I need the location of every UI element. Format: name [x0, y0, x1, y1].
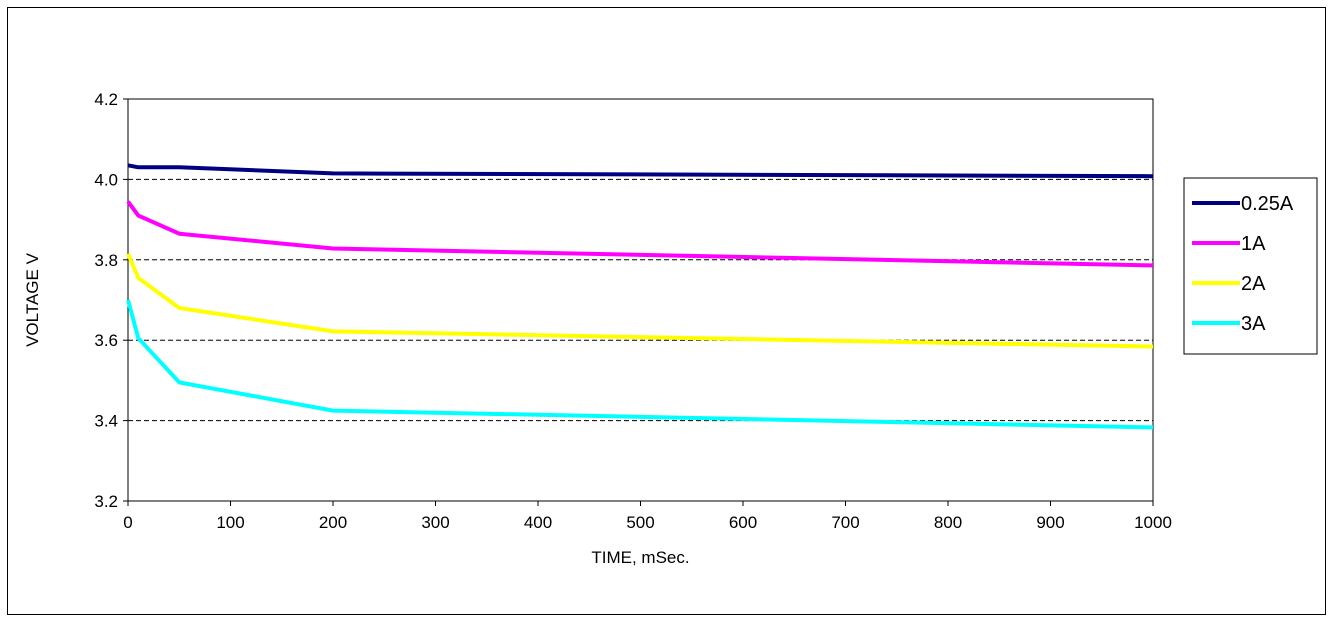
x-tick-label: 300 [421, 513, 449, 532]
chart-frame [7, 7, 1326, 615]
y-tick-label: 3.2 [94, 492, 118, 511]
x-axis-title: TIME, mSec. [591, 548, 689, 567]
y-axis-title: VOLTAGE V [23, 252, 42, 347]
x-tick-label: 400 [524, 513, 552, 532]
x-tick-label: 100 [216, 513, 244, 532]
series-lines [126, 163, 1154, 430]
x-tick-label: 800 [934, 513, 962, 532]
series-line-2A [126, 253, 1154, 349]
x-tick-label: 700 [831, 513, 859, 532]
legend-label: 0.25A [1241, 193, 1294, 215]
legend-label: 2A [1241, 273, 1266, 295]
series-line-1A [126, 200, 1154, 268]
legend-label: 1A [1241, 233, 1266, 255]
y-tick-label: 4.2 [94, 90, 118, 109]
x-tick-label: 200 [319, 513, 347, 532]
series-line-0.25A [127, 163, 1154, 179]
x-tick-label: 0 [123, 513, 132, 532]
y-tick-label: 3.6 [94, 331, 118, 350]
x-tick-label: 600 [729, 513, 757, 532]
legend: 0.25A 1A 2A 3A [1183, 177, 1318, 355]
y-tick-label: 4.0 [94, 170, 118, 189]
y-axis: 3.2 3.4 3.6 3.8 4.0 4.2 [94, 90, 128, 511]
y-tick-label: 3.8 [94, 251, 118, 270]
x-tick-label: 1000 [1134, 513, 1172, 532]
grid-lines [128, 178, 1153, 422]
legend-label: 3A [1241, 313, 1266, 335]
x-axis: 0 100 200 300 400 500 600 700 800 900 1000 [123, 501, 1172, 532]
y-tick-label: 3.4 [94, 412, 118, 431]
series-line-3A [126, 299, 1154, 430]
x-tick-label: 500 [626, 513, 654, 532]
plot-area [127, 98, 1154, 502]
x-tick-label: 900 [1036, 513, 1064, 532]
